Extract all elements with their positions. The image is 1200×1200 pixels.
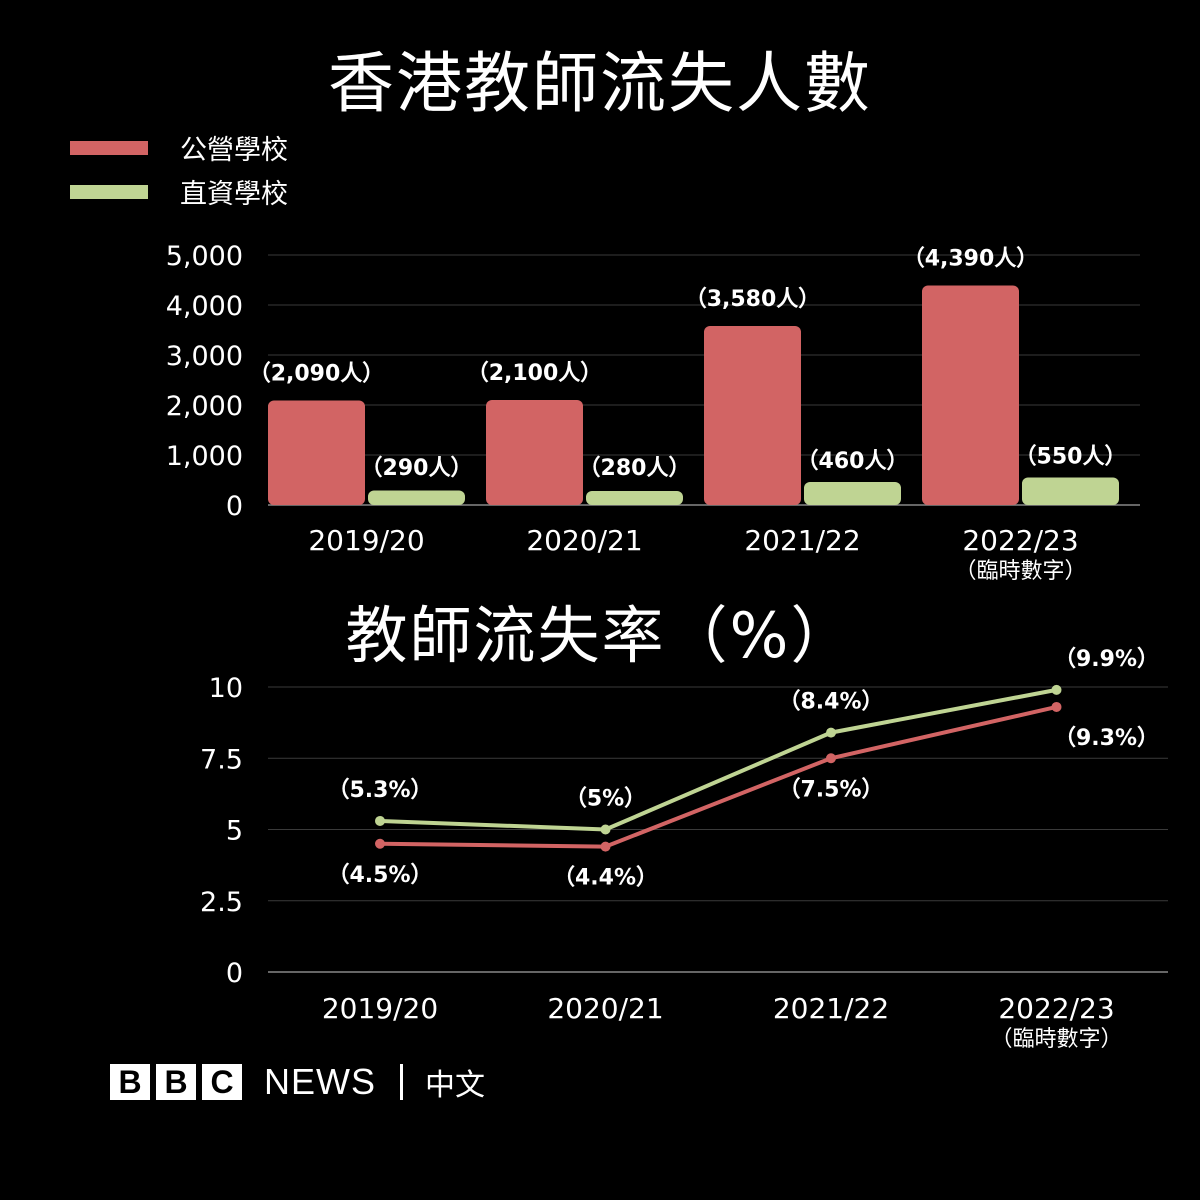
- line-point-dss: [375, 815, 385, 826]
- logo-separator: [400, 1064, 403, 1100]
- line-point-public: [1051, 701, 1062, 712]
- bar-y-tick-label: 2,000: [166, 391, 243, 422]
- bar-x-tick-label: 2022/23: [962, 524, 1078, 557]
- bar-x-tick-label: 2019/20: [308, 524, 424, 557]
- legend-public: 公營學校: [70, 128, 288, 167]
- line-data-label: （5.3%）: [327, 778, 432, 803]
- line-public: [379, 704, 1057, 849]
- line-data-label: （8.4%）: [778, 690, 883, 715]
- legend-label-dss: 直資學校: [180, 179, 288, 210]
- bar-dss: [368, 490, 465, 505]
- bar-y-tick-label: 1,000: [166, 441, 243, 472]
- bar-public: [268, 400, 365, 505]
- line-data-label: （9.3%）: [1054, 726, 1159, 751]
- legend-swatch-dss: [70, 184, 148, 199]
- bar-data-label: （550人）: [1015, 445, 1127, 470]
- bar-public: [922, 285, 1019, 505]
- legend-label-public: 公營學校: [180, 135, 288, 166]
- line-dss: [379, 687, 1057, 832]
- line-chart-title: 教師流失率（%）: [345, 599, 855, 672]
- line-y-tick-label: 7.5: [200, 744, 243, 775]
- bbc-letter-b2: B: [156, 1064, 196, 1100]
- line-x-tick-label: 2022/23: [998, 992, 1114, 1025]
- bar-y-tick-label: 0: [226, 491, 243, 522]
- bar-data-label: （3,580人）: [685, 287, 821, 312]
- line-point-public: [375, 838, 385, 849]
- bar-y-tick-label: 4,000: [166, 291, 243, 322]
- bar-x-tick-note: （臨時數字）: [954, 559, 1086, 584]
- bar-x-tick-label: 2020/21: [526, 524, 642, 557]
- line-point-dss: [600, 824, 611, 835]
- bar-y-tick-label: 5,000: [166, 241, 243, 272]
- bar-data-label: （290人）: [361, 456, 473, 481]
- line-data-label: （4.5%）: [327, 863, 432, 888]
- bar-x-tick-label: 2021/22: [744, 524, 860, 557]
- bar-y-tick-label: 3,000: [166, 341, 243, 372]
- line-point-public: [826, 753, 836, 764]
- bar-data-label: （4,390人）: [903, 247, 1039, 272]
- bbc-letter-b1: B: [110, 1064, 150, 1100]
- bar-dss: [586, 491, 683, 505]
- line-x-tick-note: （臨時數字）: [990, 1027, 1122, 1052]
- line-point-dss: [826, 727, 836, 738]
- language-label: 中文: [425, 1068, 485, 1103]
- line-data-label: （9.9%）: [1054, 647, 1159, 672]
- bar-chart-title: 香港教師流失人數: [328, 45, 872, 122]
- bar-public: [704, 326, 801, 505]
- line-y-tick-label: 5: [226, 816, 243, 847]
- bar-dss: [1022, 477, 1119, 505]
- line-point-public: [600, 841, 611, 852]
- bar-dss: [804, 482, 901, 505]
- line-y-tick-label: 10: [209, 673, 243, 704]
- bar-public: [486, 400, 583, 505]
- line-data-label: （5%）: [565, 787, 646, 812]
- bar-data-label: （2,100人）: [467, 361, 603, 386]
- bar-data-label: （460人）: [797, 449, 909, 474]
- bbc-news-chinese-logo: B B C NEWS 中文: [110, 1060, 485, 1104]
- legend-dss: 直資學校: [70, 172, 288, 211]
- line-x-tick-label: 2019/20: [322, 992, 438, 1025]
- line-data-label: （4.4%）: [553, 866, 658, 891]
- bar-data-label: （280人）: [579, 456, 691, 481]
- news-wordmark: NEWS: [264, 1061, 376, 1102]
- bbc-letter-c: C: [202, 1064, 242, 1100]
- line-y-tick-label: 2.5: [200, 887, 243, 918]
- line-x-tick-label: 2020/21: [547, 992, 663, 1025]
- line-data-label: （7.5%）: [778, 777, 883, 802]
- line-point-dss: [1051, 684, 1062, 695]
- line-x-tick-label: 2021/22: [773, 992, 889, 1025]
- line-y-tick-label: 0: [226, 958, 243, 989]
- legend-swatch-public: [70, 140, 148, 155]
- bar-data-label: （2,090人）: [249, 362, 385, 387]
